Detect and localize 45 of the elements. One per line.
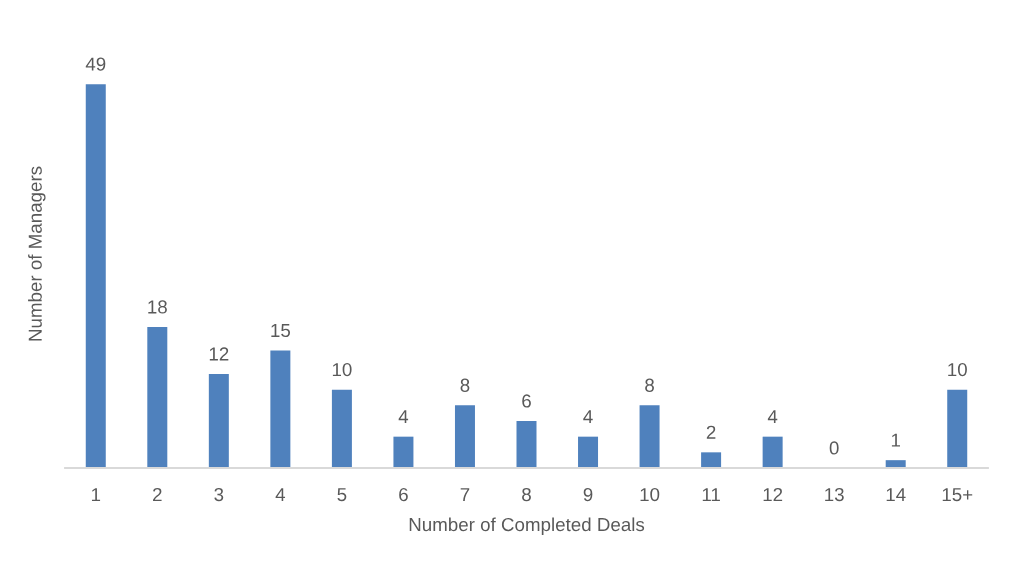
bar [85,84,106,468]
bar [147,326,168,468]
data-label: 2 [706,425,716,439]
data-label: 1 [891,433,900,447]
data-label: 49 [85,57,106,71]
x-tick-label: 13 [825,487,844,502]
data-label: 15 [271,323,291,338]
x-tick-label: 11 [702,488,720,502]
x-tick-label: 15+ [942,488,973,502]
data-label: 18 [148,300,167,314]
x-tick-label: 10 [640,487,660,502]
bar [701,452,722,468]
bar [947,389,968,468]
data-label: 6 [522,394,531,408]
bar [762,436,783,468]
x-axis-title: Number of Completed Deals [409,517,645,535]
bar [331,389,352,468]
bar [208,373,229,468]
data-label: 8 [460,378,470,392]
bar [454,405,475,468]
x-tick-label: 5 [337,488,347,502]
x-tick-label: 8 [522,487,531,502]
x-tick-label: 3 [214,487,224,502]
bar [393,436,414,468]
data-label: 4 [767,410,778,424]
bar [578,436,599,468]
bar [516,421,537,468]
x-tick-label: 9 [583,487,593,502]
data-label: 12 [209,347,229,361]
x-tick-label: 7 [460,488,470,502]
data-label: 8 [645,378,654,392]
data-label: 4 [583,410,593,424]
bar [270,350,291,468]
x-tick-label: 14 [886,488,906,502]
data-label: 10 [948,362,967,377]
x-tick-label: 12 [763,487,783,502]
y-axis-title: Number of Managers [28,166,46,341]
x-tick-label: 2 [153,487,162,502]
bar [639,405,660,468]
data-label: 4 [398,410,409,424]
data-label: 0 [829,441,839,455]
x-tick-label: 1 [91,488,101,502]
data-label: 10 [332,362,352,377]
x-tick-label: 6 [399,487,408,502]
x-tick-label: 4 [275,488,286,502]
